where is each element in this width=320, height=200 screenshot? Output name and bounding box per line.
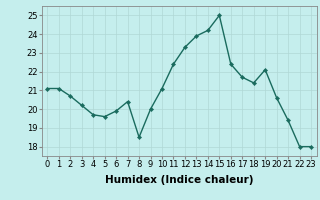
X-axis label: Humidex (Indice chaleur): Humidex (Indice chaleur) <box>105 175 253 185</box>
